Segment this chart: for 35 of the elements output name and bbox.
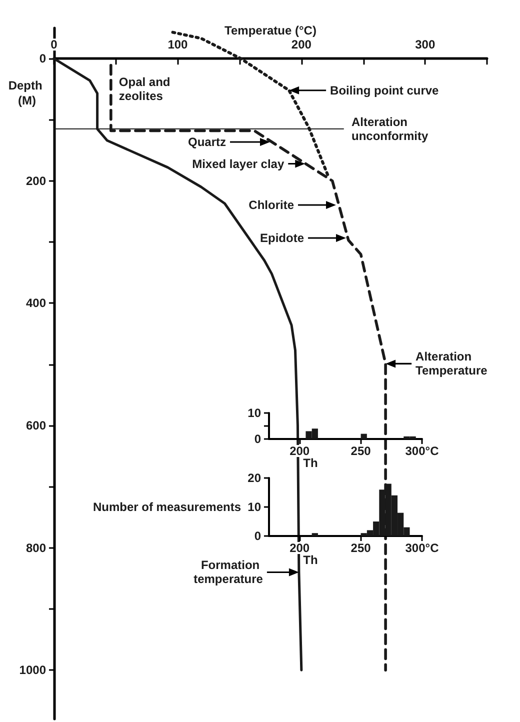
x-tick-label: 0 [50, 38, 58, 52]
y-tick-label: 0 [254, 432, 262, 446]
x-tick-label: 250 [350, 541, 372, 555]
y-tick-label: 0 [254, 529, 262, 543]
text: Alteration Temperature [416, 350, 488, 378]
y-tick-label: 1000 [19, 663, 46, 678]
y-tick-label: 400 [26, 296, 46, 310]
y-tick-label: 10 [248, 500, 262, 514]
x-tick-label: 200 [291, 38, 312, 52]
x-tick-label: 200 [290, 444, 310, 458]
y-tick-label: 20 [248, 471, 262, 485]
annotation: Mixed layer clay [192, 156, 284, 171]
x-tick-label: 300 [415, 38, 436, 52]
annotation: Epidote [260, 231, 304, 245]
annotation: Quartz [188, 135, 226, 149]
x-axis-title: Th [303, 553, 318, 567]
x-axis-title: Temperatue (°C) [224, 24, 316, 38]
text: Formation temperature [194, 558, 264, 586]
y-axis-title: Depth (M) [8, 78, 46, 108]
x-tick-label: 200 [290, 541, 310, 555]
annotation: Chlorite [248, 198, 294, 212]
x-tick-label: 300°C [405, 444, 440, 458]
x-axis-title: Th [303, 456, 318, 470]
x-tick-label: 300°C [405, 541, 440, 555]
annotation: Opal and zeolites [118, 75, 174, 104]
y-tick-label: 0 [39, 52, 46, 66]
y-tick-label: 600 [26, 418, 46, 432]
x-tick-label: 250 [350, 444, 372, 458]
text: Boiling point curve [330, 83, 440, 98]
y-tick-label: 200 [26, 174, 46, 188]
y-tick-label: 800 [26, 540, 46, 555]
x-tick-label: 100 [168, 38, 188, 52]
y-tick-label: 10 [248, 406, 262, 420]
y-axis-title: Number of measurements [92, 500, 242, 514]
series-label: Alteration unconformity [351, 114, 428, 143]
